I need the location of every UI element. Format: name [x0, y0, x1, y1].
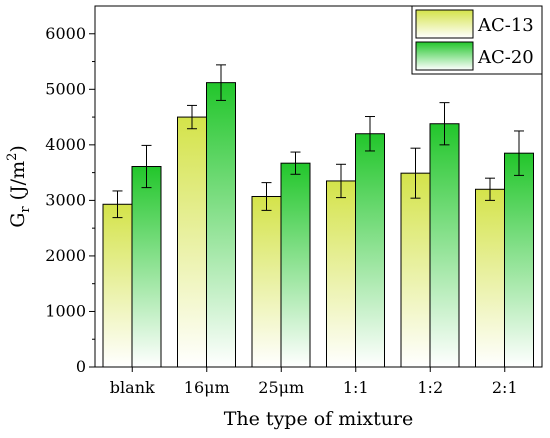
x-tick-label-4: 1:2 [417, 378, 443, 397]
y-axis-label-base: G [7, 213, 29, 228]
y-axis-label-end: ) [7, 145, 29, 152]
legend: AC-13 AC-20 [411, 5, 543, 75]
legend-label-ac13: AC-13 [477, 15, 534, 36]
y-tick-label-4: 4000 [45, 135, 86, 154]
y-axis-label-sub: r [18, 206, 33, 213]
y-tick-label-3: 3000 [45, 190, 86, 209]
legend-swatch-ac13 [415, 9, 474, 39]
bar-ac-20-0 [131, 166, 162, 368]
x-tick-label-5: 2:1 [492, 378, 518, 397]
y-tick-label-0: 0 [76, 357, 86, 376]
legend-swatch-ac20 [415, 41, 474, 71]
y-axis-label-rest: (J/m [7, 161, 29, 207]
bar-ac-13-2 [251, 195, 282, 368]
bar-ac-20-5 [504, 152, 534, 368]
bar-ac-13-1 [177, 116, 207, 368]
bar-ac-13-0 [102, 203, 133, 368]
y-tick-label-5: 5000 [45, 79, 86, 98]
bar-ac-20-1 [206, 82, 236, 368]
y-tick-label-1: 1000 [45, 301, 86, 320]
x-tick-label-1: 16μm [184, 378, 230, 397]
bar-ac-20-4 [429, 123, 460, 368]
x-tick-label-0: blank [110, 378, 155, 397]
ticks-group: blank 16μm 25μm 1:1 1:2 2:1 0 1000 2000 3000 4000 5… [45, 24, 517, 397]
plot-frame [94, 5, 543, 368]
y-tick-label-2: 2000 [45, 246, 86, 265]
x-tick-label-2: 25μm [258, 378, 304, 397]
bar-ac-20-3 [355, 133, 385, 368]
error-bars-group [112, 64, 524, 219]
bars-group [102, 82, 534, 368]
bar-ac-13-5 [475, 188, 505, 368]
bar-ac-20-2 [280, 162, 311, 368]
y-axis-label-sup: 2 [5, 153, 20, 161]
y-tick-label-6: 6000 [45, 24, 86, 43]
x-axis-label: The type of mixture [224, 408, 414, 430]
x-tick-label-3: 1:1 [343, 378, 369, 397]
axes-group [89, 5, 543, 372]
y-axis-label: Gr (J/m2) [5, 145, 33, 228]
bar-ac-13-4 [400, 172, 431, 368]
legend-label-ac20: AC-20 [477, 47, 534, 68]
bar-ac-13-3 [326, 180, 356, 368]
